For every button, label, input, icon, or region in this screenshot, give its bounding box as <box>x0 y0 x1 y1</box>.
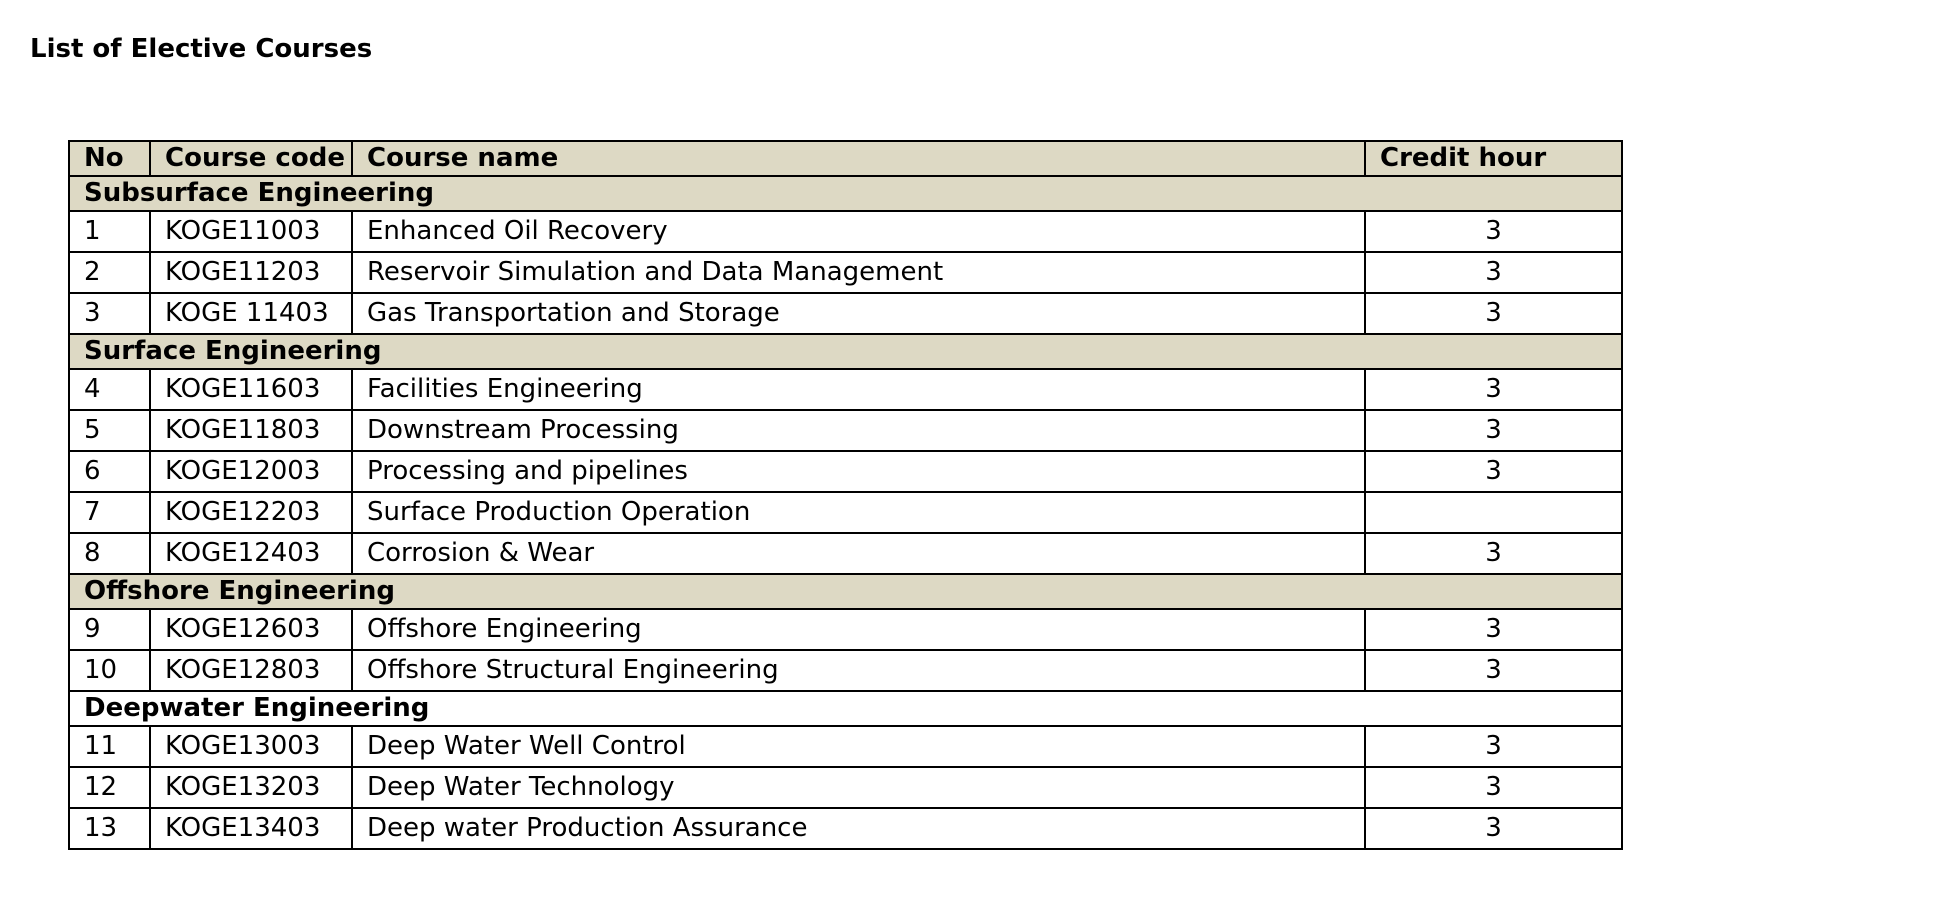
table-row: 12 KOGE13203 Deep Water Technology 3 <box>68 766 1623 809</box>
course-code-cell: KOGE12803 <box>149 649 353 692</box>
section-row: Surface Engineering <box>68 333 1623 370</box>
course-name-cell: Surface Production Operation <box>351 491 1366 534</box>
credit-hour-cell: 3 <box>1364 608 1623 651</box>
page-title: List of Elective Courses <box>30 34 373 64</box>
course-name-cell: Deep Water Well Control <box>351 725 1366 768</box>
table-row: 5 KOGE11803 Downstream Processing 3 <box>68 409 1623 452</box>
table-row: 7 KOGE12203 Surface Production Operation <box>68 491 1623 534</box>
course-name-cell: Gas Transportation and Storage <box>351 292 1366 335</box>
course-name-cell: Facilities Engineering <box>351 368 1366 411</box>
course-code-cell: KOGE12403 <box>149 532 353 575</box>
course-number-cell: 9 <box>68 608 151 651</box>
course-name-cell: Enhanced Oil Recovery <box>351 210 1366 253</box>
table-row: 6 KOGE12003 Processing and pipelines 3 <box>68 450 1623 493</box>
course-code-cell: KOGE12003 <box>149 450 353 493</box>
section-title: Offshore Engineering <box>68 573 1623 610</box>
course-code-cell: KOGE11003 <box>149 210 353 253</box>
credit-hour-cell: 3 <box>1364 368 1623 411</box>
header-course-name: Course name <box>351 140 1366 177</box>
course-name-cell: Downstream Processing <box>351 409 1366 452</box>
credit-hour-cell <box>1364 491 1623 534</box>
course-code-cell: KOGE11603 <box>149 368 353 411</box>
table-row: 10 KOGE12803 Offshore Structural Engineeri… <box>68 649 1623 692</box>
section-title: Subsurface Engineering <box>68 175 1623 212</box>
course-code-cell: KOGE11803 <box>149 409 353 452</box>
table-row: 1 KOGE11003 Enhanced Oil Recovery 3 <box>68 210 1623 253</box>
credit-hour-cell: 3 <box>1364 251 1623 294</box>
table-row: 8 KOGE12403 Corrosion & Wear 3 <box>68 532 1623 575</box>
credit-hour-cell: 3 <box>1364 210 1623 253</box>
credit-hour-cell: 3 <box>1364 532 1623 575</box>
table-row: 2 KOGE11203 Reservoir Simulation and Data … <box>68 251 1623 294</box>
header-no: No <box>68 140 151 177</box>
course-code-cell: KOGE13003 <box>149 725 353 768</box>
credit-hour-cell: 3 <box>1364 807 1623 850</box>
table-header: No Course code Course name Credit hour <box>68 140 1623 177</box>
course-number-cell: 8 <box>68 532 151 575</box>
course-code-cell: KOGE12603 <box>149 608 353 651</box>
course-number-cell: 13 <box>68 807 151 850</box>
course-number-cell: 1 <box>68 210 151 253</box>
section-title: Surface Engineering <box>68 333 1623 370</box>
course-number-cell: 7 <box>68 491 151 534</box>
table-body: Subsurface Engineering 1 KOGE11003 Enhanced… <box>68 175 1623 850</box>
credit-hour-cell: 3 <box>1364 766 1623 809</box>
course-number-cell: 6 <box>68 450 151 493</box>
section-title: Deepwater Engineering <box>68 690 1623 727</box>
course-name-cell: Offshore Engineering <box>351 608 1366 651</box>
credit-hour-cell: 3 <box>1364 292 1623 335</box>
header-credit-hour: Credit hour <box>1364 140 1623 177</box>
credit-hour-cell: 3 <box>1364 725 1623 768</box>
section-row: Deepwater Engineering <box>68 690 1623 727</box>
course-code-cell: KOGE11203 <box>149 251 353 294</box>
credit-hour-cell: 3 <box>1364 409 1623 452</box>
course-code-cell: KOGE13203 <box>149 766 353 809</box>
course-name-cell: Reservoir Simulation and Data Management <box>351 251 1366 294</box>
section-row: Offshore Engineering <box>68 573 1623 610</box>
course-code-cell: KOGE 11403 <box>149 292 353 335</box>
course-name-cell: Corrosion & Wear <box>351 532 1366 575</box>
course-number-cell: 10 <box>68 649 151 692</box>
course-name-cell: Offshore Structural Engineering <box>351 649 1366 692</box>
table-row: 11 KOGE13003 Deep Water Well Control 3 <box>68 725 1623 768</box>
course-number-cell: 3 <box>68 292 151 335</box>
credit-hour-cell: 3 <box>1364 450 1623 493</box>
course-number-cell: 12 <box>68 766 151 809</box>
course-number-cell: 5 <box>68 409 151 452</box>
course-number-cell: 11 <box>68 725 151 768</box>
elective-courses-table: No Course code Course name Credit hour S… <box>68 140 1623 850</box>
course-number-cell: 2 <box>68 251 151 294</box>
header-row: No Course code Course name Credit hour <box>68 140 1623 177</box>
credit-hour-cell: 3 <box>1364 649 1623 692</box>
course-name-cell: Deep water Production Assurance <box>351 807 1366 850</box>
course-code-cell: KOGE12203 <box>149 491 353 534</box>
course-number-cell: 4 <box>68 368 151 411</box>
course-code-cell: KOGE13403 <box>149 807 353 850</box>
table-row: 3 KOGE 11403 Gas Transportation and Storag… <box>68 292 1623 335</box>
table-row: 9 KOGE12603 Offshore Engineering 3 <box>68 608 1623 651</box>
header-course-code: Course code <box>149 140 353 177</box>
section-row: Subsurface Engineering <box>68 175 1623 212</box>
table-row: 4 KOGE11603 Facilities Engineering 3 <box>68 368 1623 411</box>
course-name-cell: Deep Water Technology <box>351 766 1366 809</box>
course-name-cell: Processing and pipelines <box>351 450 1366 493</box>
table-row: 13 KOGE13403 Deep water Production Assuran… <box>68 807 1623 850</box>
